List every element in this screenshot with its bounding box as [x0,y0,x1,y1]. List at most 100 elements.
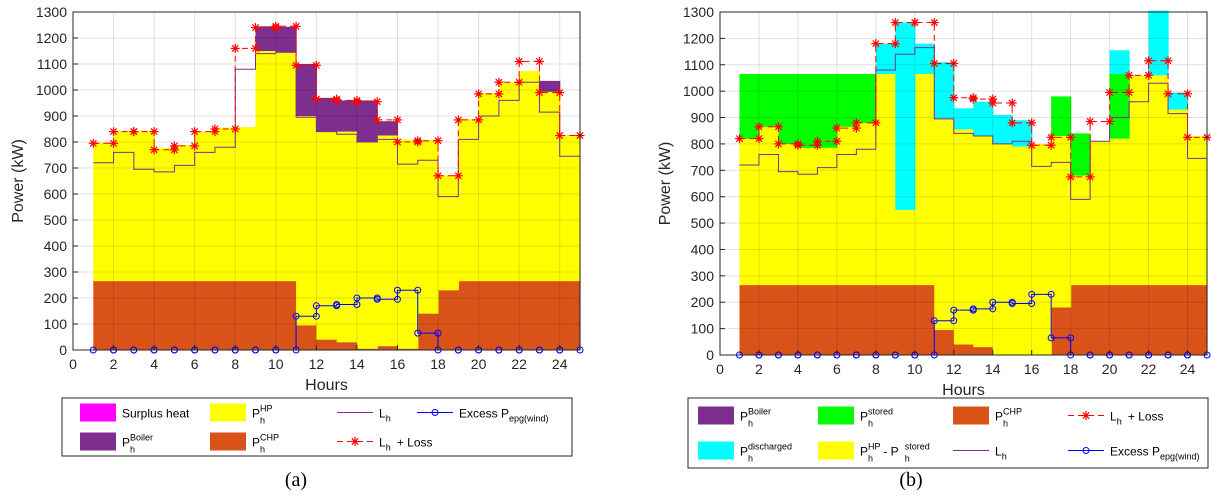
area-segment-hp [559,134,581,282]
star-stroke [292,61,300,69]
line-path-lh [739,47,1207,200]
star-stroke [1125,88,1133,97]
star-stroke [1067,133,1075,141]
legend-swatch [818,441,854,460]
y-tick-label: 0 [706,347,714,363]
area-segment-hp [356,142,378,349]
star-stroke [833,137,841,145]
star-stroke [852,124,860,132]
marker-star [230,43,240,53]
y-tick-label: 800 [691,136,715,152]
chart-panel-b: 0 2 4 6 8 10 12 14 16 18 20 22 240100200300400500600… [657,4,1211,469]
star-stroke [1164,90,1172,98]
marker-star [311,60,321,70]
chart-panel-a: 0 2 4 6 8 10 12 14 16 18 20 22 240100200300400500600… [10,4,585,457]
area-segment-hp_minus_stored [895,209,916,286]
area-segment-hp_minus_stored [1090,141,1111,286]
area-segment-chp [836,285,857,355]
marker-star [251,43,261,53]
area-segment-hp_minus_stored [1051,136,1072,308]
marker-star [453,171,463,181]
legend-swatch [80,403,116,422]
star-stroke [109,128,118,136]
legend-entry-stored: Pstored h [818,406,893,429]
star-stroke [1086,117,1094,126]
marker-star [968,94,978,104]
marker-star [311,94,321,104]
marker-star [1066,132,1076,142]
x-tick-label: 2 [755,361,763,377]
star-stroke [930,18,938,27]
panel-label-a: (a) [285,469,307,491]
x-tick-label: 4 [794,361,802,377]
marker-circle [950,306,958,314]
legend-entry-excess: Excess Pepg(wind) [1068,445,1200,462]
x-tick-label: 20 [1102,361,1118,377]
star-stroke [292,22,300,30]
star-stroke [774,140,783,148]
line-lh [93,46,580,198]
ticks: 0 2 4 6 8 10 12 14 16 18 20 22 240100200300400500600… [36,4,568,372]
legend-label: Lh [379,407,391,424]
star-stroke [312,61,320,69]
area-segment-stored [836,74,857,127]
marker-circle [333,301,341,308]
legend-label: Lh + Loss [379,436,433,453]
area-segment-boiler [255,26,277,51]
star-stroke [1144,57,1153,65]
legend-star [1081,411,1091,420]
x-tick-label: 24 [1180,361,1196,377]
star-stroke [794,141,802,149]
marker-star [392,115,402,125]
x-tick-label: 16 [390,356,406,372]
area-segment-discharged [1109,50,1130,75]
star-stroke [1008,99,1016,107]
area-segment-chp [875,285,896,355]
star-stroke [755,123,763,131]
y-tick-label: 1300 [36,4,67,20]
marker-circle [1047,334,1055,342]
marker-star [433,171,443,181]
marker-star [929,18,939,28]
area-segment-discharged [875,43,896,75]
area-segment-hp [296,116,317,326]
area-segment-hp [275,52,297,282]
star-stroke [434,137,442,145]
line-lh [739,47,1207,200]
marker-star [851,118,861,128]
y-tick-label: 100 [44,316,68,332]
area-segment-stored [739,74,760,139]
star-stroke [1106,117,1114,126]
area-segment-chp [973,347,994,355]
marker-star [773,139,783,149]
area-segment-chp [397,348,419,350]
area-segment-chp [797,285,818,355]
area-segment-hp_minus_stored [1012,146,1033,355]
marker-star [474,89,484,99]
marker-star [190,141,200,151]
marker-star [949,93,959,103]
marker-star [1183,89,1193,99]
legend-entry-boiler: PBoiler h [80,432,153,455]
marker-star [271,21,281,31]
marker-star [352,97,362,107]
area-segment-discharged [934,62,955,119]
marker-star [1124,87,1134,97]
y-tick-label: 1300 [683,4,714,20]
area-segment-hp [397,139,419,349]
legend-entry-lh: Lh [337,407,391,424]
legend-entry-chp: PCHP h [953,406,1022,429]
area-segment-hp [214,127,236,282]
marker-circle [393,286,401,294]
star-stroke [373,116,381,124]
star-stroke [1183,133,1192,141]
legend-label: PHP h [252,404,273,426]
area-segment-chp [1070,285,1091,355]
marker-star [1144,70,1154,80]
marker-star [169,141,179,151]
marker-star [534,88,544,98]
y-tick-label: 900 [44,108,68,124]
area-segment-hp [194,131,216,282]
area-segment-stored [1070,133,1091,176]
